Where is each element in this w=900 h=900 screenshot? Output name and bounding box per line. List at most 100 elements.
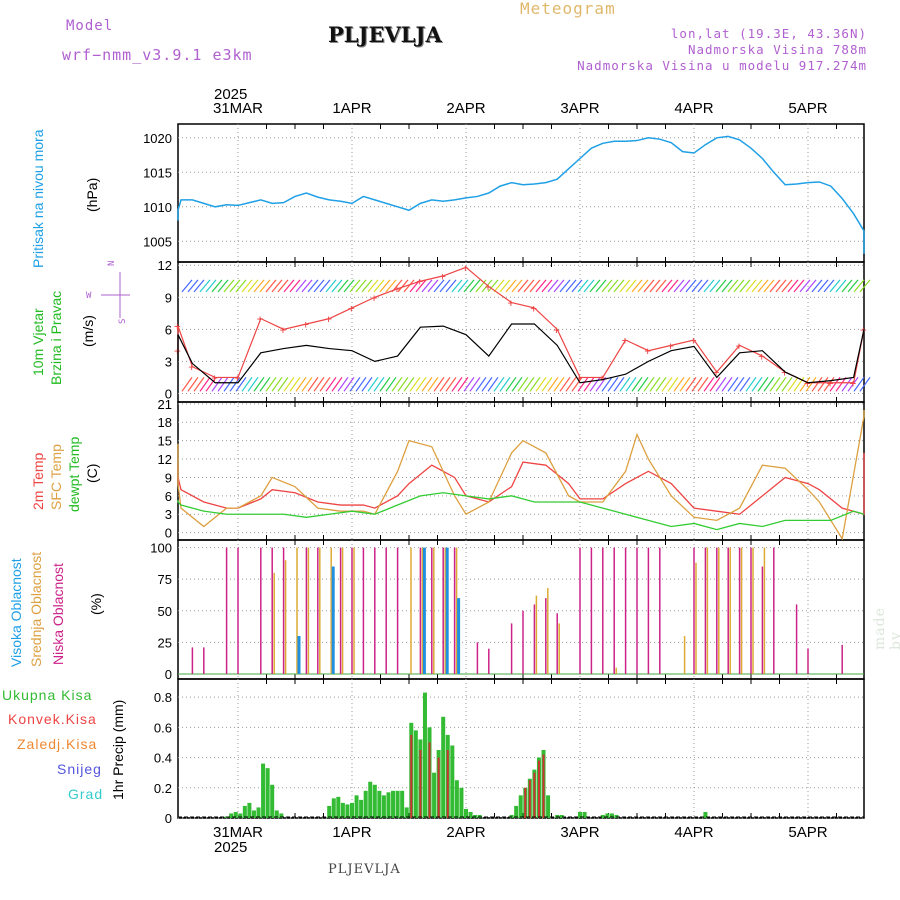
wind-barb: [289, 376, 301, 392]
precip-convective-bar: [446, 750, 449, 818]
precip-total-bar: [270, 784, 275, 818]
precip-total-bar: [404, 807, 409, 818]
day-label: 31MAR: [212, 824, 264, 841]
precip-total-bar: [354, 795, 359, 818]
wind-barb: [493, 279, 505, 293]
precip-total-bar: [327, 805, 332, 818]
wind-barb: [229, 376, 241, 392]
precip-total-bar: [350, 802, 354, 818]
wind-barb: [511, 279, 523, 293]
wind-barb: [655, 376, 667, 392]
wind-barb: [415, 376, 427, 392]
wind-gust-marker: +: [713, 366, 720, 379]
wind-barb: [595, 279, 607, 293]
wind-barb: [613, 376, 625, 392]
pressure-tick-label: 1010: [143, 200, 172, 215]
precip-tick-label: 0: [165, 811, 172, 826]
legend-freezing-rain: Zaledj.Kisa: [17, 736, 98, 752]
wind-gust-marker: +: [462, 261, 469, 274]
top-year-label: 2025: [214, 86, 248, 103]
wind-gust-marker: +: [850, 377, 857, 390]
wind-barb: [355, 279, 367, 293]
wind-barb: [631, 376, 643, 392]
temp-tick-label: 12: [158, 452, 172, 467]
precip-total-bar: [582, 811, 587, 818]
wind-gust-marker: +: [188, 361, 195, 374]
wind-barb: [679, 376, 691, 392]
wind-barb: [589, 279, 601, 293]
wind-barb: [751, 279, 763, 293]
wind-barb: [505, 279, 517, 293]
wind-barb: [667, 279, 679, 293]
wind-gust-marker: +: [280, 323, 287, 336]
wind-gust-marker: +: [599, 371, 606, 384]
wind-gust-marker: +: [348, 302, 355, 315]
wind-barb: [757, 376, 769, 392]
wind-gust-marker: +: [485, 281, 492, 294]
wind-gust-marker: +: [416, 275, 423, 288]
precip-convective-bar: [410, 734, 413, 818]
meteogram-label: Meteogram: [520, 0, 616, 18]
wind-barb: [811, 376, 823, 392]
wind-barb: [337, 279, 349, 293]
wind-gust-marker: +: [325, 313, 332, 326]
precip-tick-label: 0.2: [154, 781, 172, 796]
precip-total-bar: [386, 792, 391, 818]
wind-barb: [721, 376, 733, 392]
wind-barb: [445, 279, 457, 293]
wind-barb: [373, 279, 385, 293]
credit-watermark: made by Angel: [872, 607, 900, 650]
temp-tick-label: 21: [158, 397, 172, 412]
precip-total-bar: [331, 798, 336, 818]
wind-barb: [577, 376, 589, 392]
wind-gust-marker: +: [736, 339, 743, 352]
wind-barb: [805, 376, 817, 392]
wind-barb: [463, 376, 475, 392]
wind-barb: [469, 279, 481, 293]
wind-tick-label: 0: [165, 386, 172, 401]
wind-barb: [691, 376, 703, 392]
wind-barb: [607, 279, 619, 293]
wind-barb: [823, 279, 835, 293]
wind-barb: [253, 279, 265, 293]
wind-barb: [853, 279, 865, 293]
wind-barb: [739, 279, 751, 293]
precip-convective-bar: [528, 780, 531, 818]
wind-gust-marker: +: [530, 302, 537, 315]
wind-barb: [829, 279, 841, 293]
precip-total-bar: [609, 813, 614, 818]
wind-barb: [835, 376, 847, 392]
wind-gust-marker: +: [211, 371, 218, 384]
wind-barb: [655, 279, 667, 293]
wind-barb: [817, 279, 829, 293]
precip-total-bar: [614, 814, 619, 818]
wind-barb: [583, 279, 595, 293]
precip-total-bar: [395, 790, 400, 818]
wind-barb: [697, 376, 709, 392]
wind-tick-label: 6: [165, 322, 172, 337]
precip-total-bar: [274, 810, 279, 818]
temp-2m-line: [177, 452, 865, 516]
wind-barb: [265, 376, 277, 392]
precip-total-bar: [359, 799, 364, 818]
day-label: 5APR: [788, 100, 828, 117]
wind-barb: [457, 279, 469, 293]
wind-barb: [541, 279, 553, 293]
wind-barb: [523, 376, 535, 392]
wind-barb: [439, 376, 451, 392]
wind-barb: [457, 376, 469, 392]
wind-barb: [397, 279, 409, 293]
wind-barb: [685, 279, 697, 293]
day-label: 31MAR: [212, 100, 264, 117]
wind-barb: [787, 279, 799, 293]
wind-barb: [379, 376, 391, 392]
precip-total-bar: [450, 745, 455, 818]
precip-total-bar: [703, 811, 708, 818]
wind-barb: [703, 376, 715, 392]
wind-barb: [715, 279, 727, 293]
wind-barb: [733, 376, 745, 392]
wind-barb: [187, 376, 199, 392]
wind-barb: [325, 376, 337, 392]
wind-barb: [811, 279, 823, 293]
wind-barb: [547, 279, 559, 293]
